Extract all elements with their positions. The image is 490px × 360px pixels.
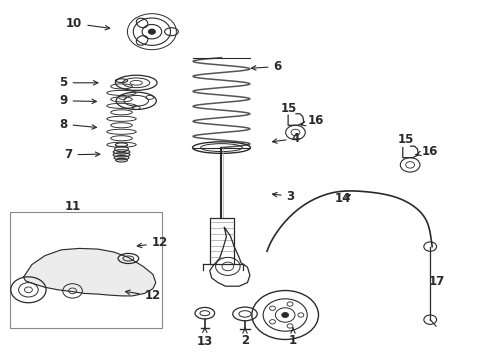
Text: 8: 8 [59,118,97,131]
Circle shape [282,312,289,318]
Text: 3: 3 [272,190,295,203]
Text: 5: 5 [59,76,98,89]
Text: 2: 2 [241,328,249,347]
Text: 16: 16 [301,114,324,127]
Text: 7: 7 [64,148,100,161]
Polygon shape [24,248,156,296]
Text: 15: 15 [281,102,297,115]
Text: 1: 1 [289,328,297,347]
Bar [10,212,162,328]
Text: 12: 12 [137,237,168,249]
Text: 13: 13 [196,328,213,348]
Text: 6: 6 [251,60,282,73]
Text: 17: 17 [429,275,445,288]
Text: 12: 12 [125,289,161,302]
Text: 15: 15 [397,133,414,146]
Text: 14: 14 [335,192,351,205]
Text: 4: 4 [272,132,300,145]
Text: 10: 10 [66,17,110,30]
Circle shape [148,29,155,34]
Text: 16: 16 [416,145,438,158]
Text: 9: 9 [59,94,97,107]
Text: 11: 11 [64,201,81,213]
